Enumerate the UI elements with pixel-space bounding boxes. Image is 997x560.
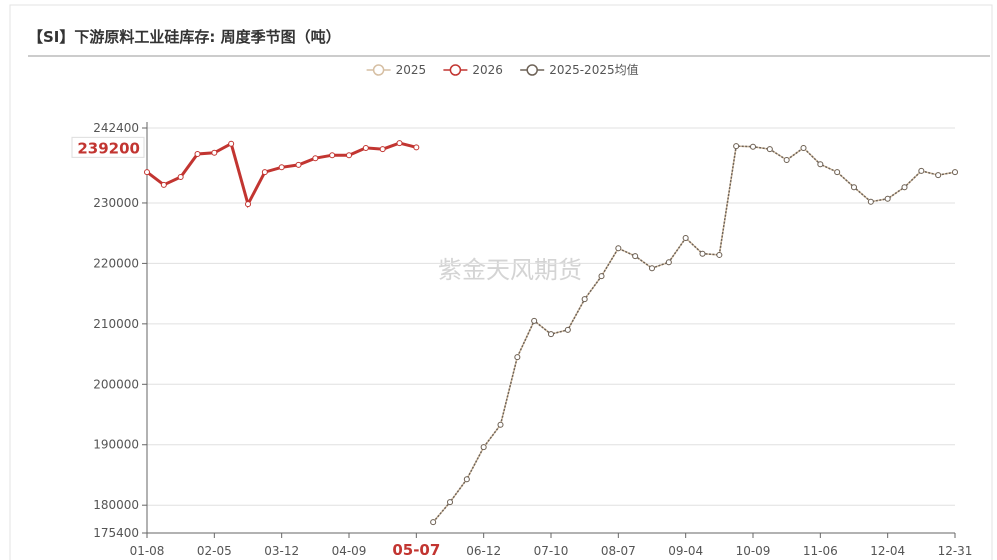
- point: [531, 317, 538, 324]
- legend-label: 2025: [396, 63, 427, 77]
- point: [918, 167, 925, 174]
- x-tick-label: 07-10: [534, 544, 569, 558]
- point: [649, 265, 655, 272]
- point: [884, 195, 891, 202]
- point: [682, 235, 689, 242]
- legend-label: 2025-2025均值: [549, 62, 638, 77]
- point: [564, 326, 571, 333]
- point: [177, 173, 184, 180]
- y-tick-label: 220000: [93, 256, 139, 270]
- point: [261, 169, 268, 176]
- point: [480, 444, 487, 451]
- y-tick-label: 230000: [93, 196, 139, 210]
- pointer-label: 239200: [77, 139, 140, 157]
- y-tick-label: 200000: [93, 377, 139, 391]
- point: [766, 146, 773, 153]
- point: [665, 259, 672, 266]
- y-tick-label: 242400: [93, 121, 139, 135]
- point: [346, 152, 352, 159]
- point: [379, 146, 386, 153]
- point: [733, 143, 740, 150]
- point: [228, 140, 235, 147]
- point: [699, 250, 706, 257]
- point: [396, 140, 403, 147]
- point: [329, 152, 336, 159]
- x-tick-label: 09-04: [668, 544, 703, 558]
- point: [447, 499, 453, 506]
- point: [144, 169, 150, 176]
- point: [548, 331, 554, 338]
- watermark: 紫金天风期货: [438, 256, 582, 284]
- point: [413, 144, 420, 151]
- point: [312, 155, 319, 162]
- point: [278, 164, 285, 171]
- point: [295, 161, 302, 168]
- x-tick-label: 12-31: [938, 544, 973, 558]
- point: [800, 144, 807, 151]
- point: [160, 181, 167, 188]
- y-tick-label: 175400: [93, 526, 139, 540]
- legend-marker: [372, 64, 385, 76]
- point: [497, 421, 504, 428]
- x-tick-label: 05-07: [392, 541, 440, 559]
- point: [632, 253, 639, 260]
- frame: [9, 4, 993, 560]
- point: [817, 161, 824, 168]
- point: [430, 519, 437, 526]
- point: [716, 251, 723, 258]
- x-tick-label: 12-04: [870, 544, 905, 558]
- point: [463, 476, 470, 483]
- legend-marker: [449, 64, 462, 76]
- point: [783, 157, 790, 164]
- legend: 2025 2026 2025-2025均值: [366, 62, 639, 77]
- point: [952, 169, 958, 176]
- x-tick-label: 06-12: [466, 544, 501, 558]
- point: [245, 201, 251, 208]
- chart-title: 【SI】下游原料工业硅库存: 周度季节图（吨）: [28, 28, 341, 46]
- y-tick-label: 190000: [93, 438, 139, 452]
- point: [514, 354, 521, 361]
- legend-marker: [526, 64, 538, 76]
- point: [362, 144, 369, 151]
- point: [935, 172, 942, 179]
- x-tick-label: 03-12: [264, 544, 299, 558]
- point: [615, 245, 622, 252]
- point: [750, 143, 756, 150]
- point: [211, 149, 218, 156]
- point: [901, 184, 908, 191]
- series-line: [432, 145, 956, 523]
- point: [581, 296, 588, 303]
- x-tick-label: 10-09: [736, 544, 771, 558]
- x-tick-label: 01-08: [130, 544, 165, 558]
- legend-label: 2026: [472, 63, 503, 77]
- point: [834, 169, 841, 176]
- series-line: [146, 141, 417, 209]
- y-tick-label: 180000: [93, 498, 139, 512]
- point: [851, 184, 857, 191]
- pointer-label-bg: [71, 136, 145, 158]
- x-tick-label: 02-05: [197, 544, 232, 558]
- point: [598, 273, 605, 280]
- x-tick-label: 04-09: [332, 544, 367, 558]
- point: [194, 150, 201, 157]
- y-tick-label: 210000: [93, 317, 139, 331]
- point: [867, 198, 874, 205]
- x-tick-label: 08-07: [601, 544, 636, 558]
- x-tick-label: 11-06: [803, 544, 838, 558]
